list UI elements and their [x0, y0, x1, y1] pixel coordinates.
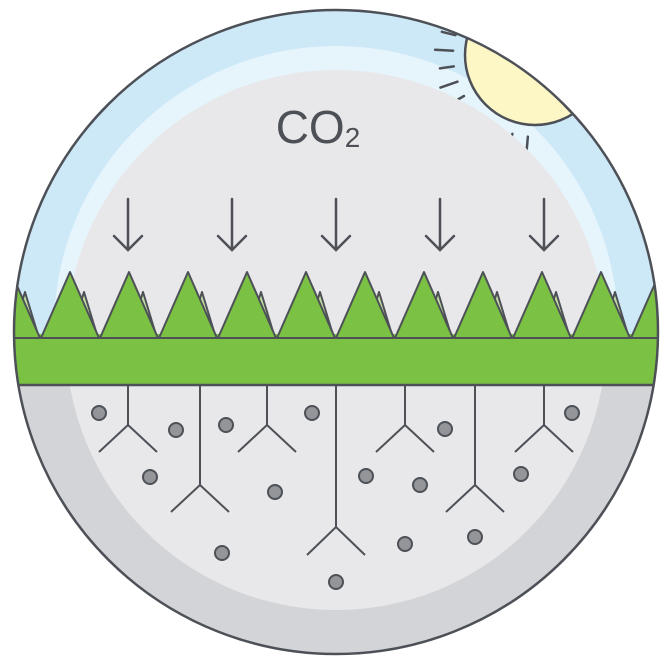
soil-particle [565, 406, 579, 420]
soil-particle [268, 485, 282, 499]
grass-band [0, 334, 669, 385]
page: {"label": {"main": "CO", "subscript": "2… [0, 0, 669, 659]
illustration: CO2 [0, 0, 669, 659]
soil-particle [215, 546, 229, 560]
soil-particle [514, 467, 528, 481]
soil-particle [219, 418, 233, 432]
globe-content [0, 0, 669, 659]
soil-particle [359, 469, 373, 483]
co2-subscript: 2 [345, 122, 361, 153]
grass-leaf-small [660, 292, 669, 338]
soil-particle [329, 575, 343, 589]
soil-particle [468, 530, 482, 544]
soil-particle [438, 422, 452, 436]
soil-particle [169, 423, 183, 437]
soil-particle [92, 406, 106, 420]
sun-ray [435, 50, 453, 51]
soil-particle [305, 406, 319, 420]
sun-ray [444, 13, 460, 21]
sun [465, 0, 605, 125]
soil-particle [398, 537, 412, 551]
soil-particle [143, 470, 157, 484]
soil-particle [413, 478, 427, 492]
co2-main: CO [276, 101, 345, 153]
sun-ray [457, 0, 468, 7]
